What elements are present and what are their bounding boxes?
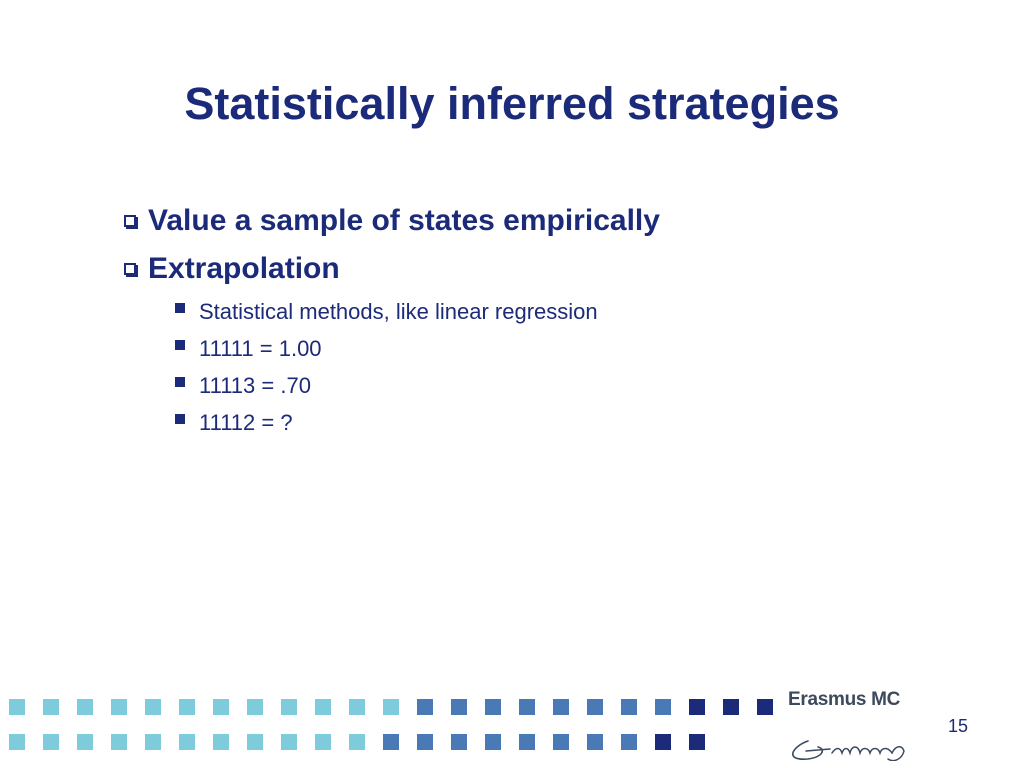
checkbox-bullet-icon bbox=[124, 263, 136, 275]
sub-bullet-item: 11112 = ? bbox=[175, 404, 660, 441]
decorative-square bbox=[349, 699, 365, 715]
decorative-square bbox=[179, 699, 195, 715]
logo-text: Erasmus MC bbox=[788, 689, 901, 710]
decorative-square bbox=[111, 699, 127, 715]
slide-title: Statistically inferred strategies bbox=[184, 78, 840, 129]
decorative-square bbox=[145, 699, 161, 715]
decorative-square bbox=[451, 699, 467, 715]
square-bullet-icon bbox=[175, 376, 185, 387]
decorative-square bbox=[689, 734, 705, 750]
decorative-square bbox=[315, 734, 331, 750]
decorative-square bbox=[77, 734, 93, 750]
decorative-square bbox=[689, 699, 705, 715]
bullet-list: Value a sample of states empirically Ext… bbox=[124, 197, 660, 441]
sub-bullet-text: Statistical methods, like linear regress… bbox=[199, 298, 598, 324]
square-bullet-icon bbox=[175, 302, 185, 313]
square-bullet-icon bbox=[175, 339, 185, 350]
decorative-square bbox=[485, 699, 501, 715]
decorative-square bbox=[587, 734, 603, 750]
bullet-text: Extrapolation bbox=[148, 252, 340, 285]
page-number: 15 bbox=[948, 716, 969, 736]
decorative-square bbox=[9, 699, 25, 715]
decorative-square bbox=[757, 699, 773, 715]
decorative-square bbox=[621, 734, 637, 750]
sub-bullet-text: 11113 = .70 bbox=[199, 372, 311, 398]
decorative-square bbox=[587, 699, 603, 715]
decorative-square bbox=[247, 734, 263, 750]
bullet-item: Extrapolation bbox=[124, 245, 660, 293]
decorative-square bbox=[417, 699, 433, 715]
decorative-square bbox=[111, 734, 127, 750]
erasmus-mc-logo: Erasmus MC bbox=[788, 689, 928, 762]
decorative-square bbox=[281, 699, 297, 715]
decorative-square bbox=[77, 699, 93, 715]
sub-bullet-item: 11111 = 1.00 bbox=[175, 330, 660, 367]
bullet-item: Value a sample of states empirically bbox=[124, 197, 660, 245]
decorative-square bbox=[655, 734, 671, 750]
decorative-square bbox=[383, 734, 399, 750]
decorative-square bbox=[247, 699, 263, 715]
decorative-square bbox=[553, 734, 569, 750]
signature-icon bbox=[792, 740, 905, 762]
sub-bullet-item: Statistical methods, like linear regress… bbox=[175, 293, 660, 330]
square-bullet-icon bbox=[175, 413, 185, 424]
decorative-square bbox=[519, 699, 535, 715]
decorative-square bbox=[43, 699, 59, 715]
sub-bullet-text: 11111 = 1.00 bbox=[199, 335, 322, 361]
decorative-square bbox=[485, 734, 501, 750]
sub-bullet-item: 11113 = .70 bbox=[175, 367, 660, 404]
decorative-square bbox=[519, 734, 535, 750]
decorative-square bbox=[145, 734, 161, 750]
decorative-square bbox=[553, 699, 569, 715]
decorative-square bbox=[621, 699, 637, 715]
checkbox-bullet-icon bbox=[124, 215, 136, 227]
decorative-square bbox=[723, 699, 739, 715]
decorative-square bbox=[451, 734, 467, 750]
decorative-square bbox=[655, 699, 671, 715]
decorative-square bbox=[315, 699, 331, 715]
decorative-square bbox=[349, 734, 365, 750]
decorative-square bbox=[43, 734, 59, 750]
decorative-square bbox=[383, 699, 399, 715]
decorative-square bbox=[213, 734, 229, 750]
sub-bullet-text: 11112 = ? bbox=[199, 409, 293, 435]
decorative-square bbox=[179, 734, 195, 750]
decorative-square bbox=[9, 734, 25, 750]
bullet-text: Value a sample of states empirically bbox=[148, 204, 660, 237]
decorative-square bbox=[417, 734, 433, 750]
decorative-square bbox=[213, 699, 229, 715]
decorative-square bbox=[281, 734, 297, 750]
